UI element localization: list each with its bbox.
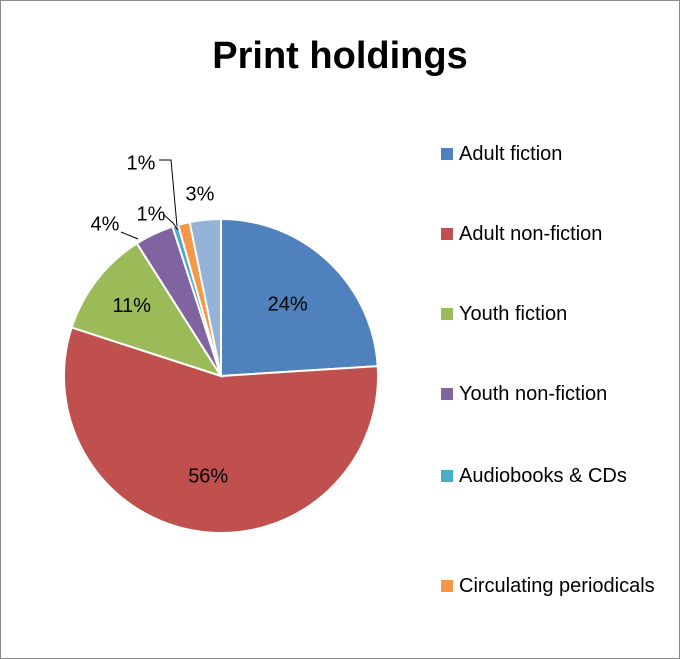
data-label: 3% xyxy=(186,183,215,205)
data-label: 56% xyxy=(188,466,228,488)
legend-label: Circulating periodicals xyxy=(459,575,655,597)
legend-item: Circulating periodicals xyxy=(441,573,664,599)
leader-line xyxy=(120,231,139,240)
data-label: 11% xyxy=(112,295,151,317)
data-label: 4% xyxy=(91,213,120,235)
legend-swatch xyxy=(441,388,453,400)
legend-swatch xyxy=(441,308,453,320)
data-label: 1% xyxy=(127,152,156,174)
legend-label: Audiobooks & CDs xyxy=(459,465,627,487)
legend-item: Audiobooks & CDs xyxy=(441,463,664,489)
pie-slice-youth-fiction xyxy=(70,242,224,378)
legend-label: Adult fiction xyxy=(459,143,563,165)
legend-item: Youth fiction xyxy=(441,301,664,327)
legend-swatch xyxy=(441,228,453,240)
data-label: 1% xyxy=(137,203,166,225)
legend-swatch xyxy=(441,580,453,592)
legend-item: Adult fiction xyxy=(441,141,664,167)
legend-label: Youth non-fiction xyxy=(459,383,608,405)
pie-slice-adult-non-fiction xyxy=(63,326,379,534)
pie-data-labels: 24% 56% 11% 4% 1% 1% 3% xyxy=(91,152,308,487)
legend-swatch xyxy=(441,470,453,482)
leader-line xyxy=(162,213,179,231)
data-label: 24% xyxy=(268,293,308,315)
pie-slice-adult-fiction xyxy=(220,217,379,378)
legend-label: Youth fiction xyxy=(459,303,568,325)
chart-title: Print holdings xyxy=(212,35,468,77)
legend-swatch xyxy=(441,148,453,160)
legend-item: Youth non-fiction xyxy=(441,381,664,407)
legend-label: Adult non-fiction xyxy=(459,223,603,245)
pie-slice-other xyxy=(188,217,222,377)
leader-lines xyxy=(120,159,179,240)
legend-item: Adult non-fiction xyxy=(441,221,664,247)
pie-slices xyxy=(63,217,379,534)
leader-line xyxy=(159,159,178,227)
